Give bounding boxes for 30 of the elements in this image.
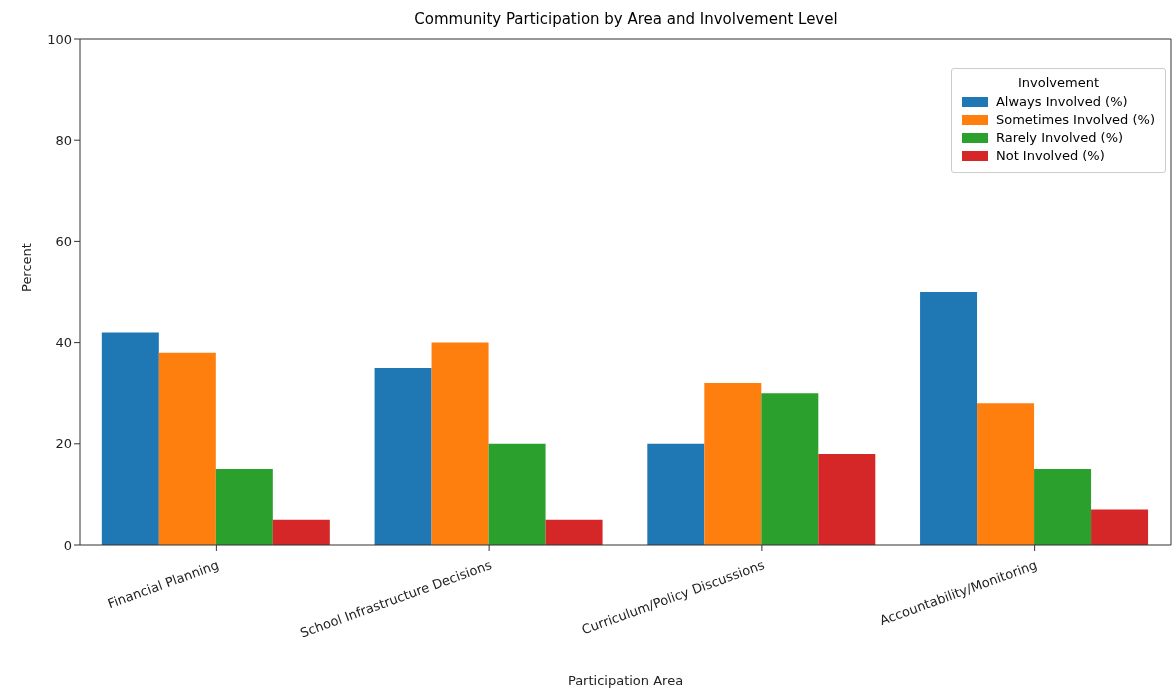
y-tick-label: 40 (55, 335, 72, 351)
bar (818, 453, 876, 545)
bar (704, 383, 762, 545)
legend-label: Sometimes Involved (%) (995, 112, 1155, 127)
y-tick-label: 60 (55, 234, 72, 250)
y-axis-title: Percent (18, 243, 34, 292)
bar (374, 367, 432, 545)
legend-label: Not Involved (%) (995, 148, 1105, 163)
chart-title: Community Participation by Area and Involvement Level (413, 9, 839, 30)
bar (101, 332, 159, 545)
x-axis-title: Participation Area (567, 673, 684, 688)
bar (647, 443, 705, 545)
y-tick-label: 100 (47, 31, 72, 47)
bar (431, 342, 489, 545)
bar (545, 519, 603, 545)
bar (272, 519, 330, 545)
bar (977, 403, 1035, 545)
bar (920, 292, 978, 545)
bar (761, 393, 819, 545)
bar (1034, 469, 1092, 545)
legend-label: Always Involved (%) (995, 94, 1128, 109)
y-tick-label: 20 (55, 436, 72, 452)
legend-label: Rarely Involved (%) (995, 130, 1124, 145)
bar (1091, 509, 1149, 545)
bar (158, 352, 216, 545)
y-tick-label: 0 (63, 537, 72, 553)
legend-title: Involvement (1016, 75, 1100, 90)
bar (215, 469, 273, 545)
bar (488, 443, 546, 545)
y-tick-label: 80 (55, 132, 72, 148)
